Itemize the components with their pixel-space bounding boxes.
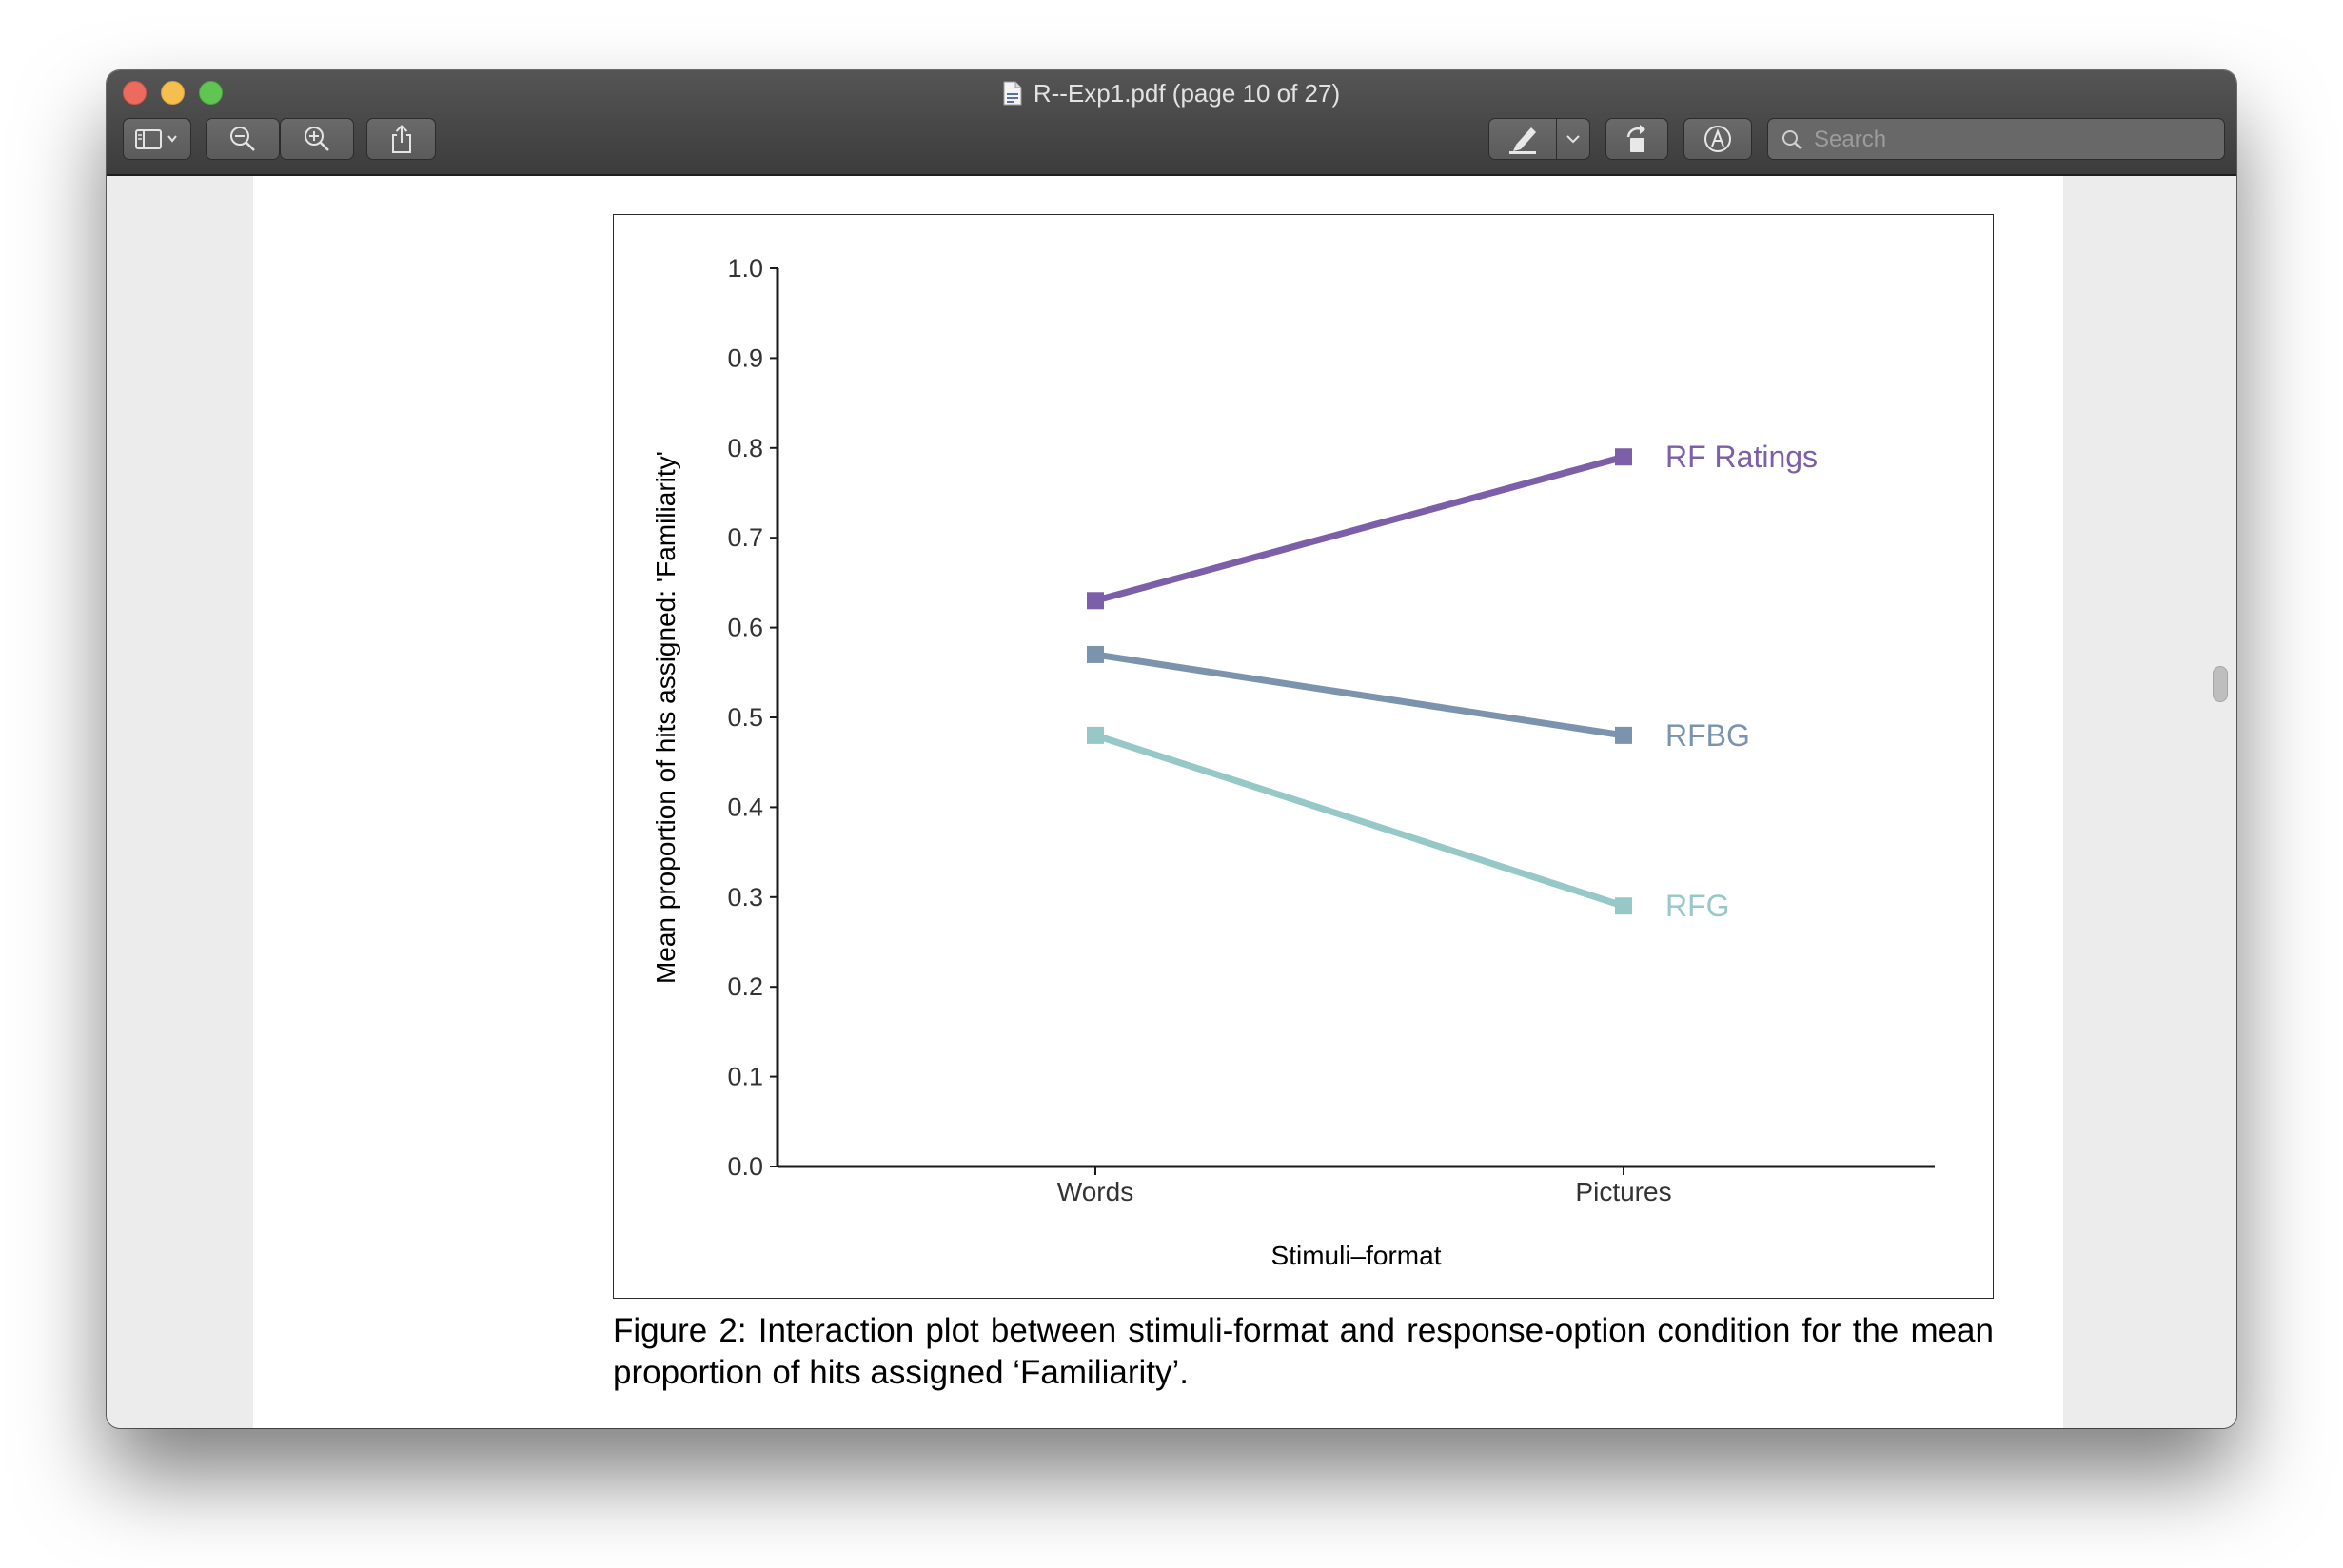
y-axis-title: Mean proportion of hits assigned: 'Famil… xyxy=(651,451,680,984)
data-point-rfg xyxy=(1087,726,1104,744)
share-icon xyxy=(391,125,411,153)
zoom-in-button[interactable] xyxy=(280,118,354,160)
y-tick-label: 0.6 xyxy=(727,614,763,642)
data-point-rfbg xyxy=(1615,726,1632,744)
maximize-window-button[interactable] xyxy=(199,81,223,105)
y-tick-label: 0.3 xyxy=(727,883,763,911)
y-tick-label: 0.4 xyxy=(727,793,763,821)
y-tick-label: 0.8 xyxy=(727,434,763,462)
interaction-line-chart: 0.0 0.1 0.2 0.3 0.4 0.5 0.6 0.7 0.8 0.9 1.0 Words Pi… xyxy=(651,254,1935,1270)
markup-options-dropdown[interactable] xyxy=(1556,118,1590,160)
series-line-rf-ratings xyxy=(1094,453,1624,604)
highlighter-pen-icon xyxy=(1509,127,1536,154)
sidebar-toggle-icon xyxy=(135,129,177,149)
markup-toolbar-icon xyxy=(1704,126,1731,152)
window-title-container: R--Exp1.pdf (page 10 of 27) xyxy=(107,78,2236,112)
rotate-button[interactable] xyxy=(1605,118,1668,160)
search-field[interactable] xyxy=(1767,118,2225,160)
markup-toolbar-button[interactable] xyxy=(1683,118,1752,160)
data-point-rfbg xyxy=(1087,645,1104,663)
y-tick-label: 0.2 xyxy=(727,972,763,1001)
share-button[interactable] xyxy=(366,118,436,160)
y-tick-label: 0.1 xyxy=(727,1063,763,1091)
data-point-rf-ratings xyxy=(1615,448,1632,466)
zoom-out-button[interactable] xyxy=(206,118,280,160)
sidebar-toggle-button[interactable] xyxy=(123,118,191,160)
x-tick-label: Words xyxy=(1057,1177,1133,1206)
x-axis-title: Stimuli–format xyxy=(1271,1241,1442,1270)
y-tick-label: 0.7 xyxy=(727,523,763,552)
chevron-down-icon xyxy=(1566,135,1580,144)
y-tick-label: 0.9 xyxy=(727,343,763,372)
y-tick-label: 0.5 xyxy=(727,703,763,732)
figure-frame: 0.0 0.1 0.2 0.3 0.4 0.5 0.6 0.7 0.8 0.9 1.0 Words Pi… xyxy=(613,214,1994,1299)
series-line-rfg xyxy=(1093,732,1625,910)
x-tick-label: Pictures xyxy=(1575,1177,1671,1206)
y-tick-label: 0.0 xyxy=(727,1152,763,1181)
data-point-rf-ratings xyxy=(1087,592,1104,610)
preview-window: R--Exp1.pdf (page 10 of 27) xyxy=(107,70,2236,1428)
close-window-button[interactable] xyxy=(123,81,147,105)
window-title: R--Exp1.pdf (page 10 of 27) xyxy=(1033,79,1341,108)
series-label-rfg: RFG xyxy=(1665,889,1730,923)
search-icon xyxy=(1782,130,1802,149)
zoom-out-icon xyxy=(230,127,255,151)
series-label-rfbg: RFBG xyxy=(1665,718,1750,753)
pdf-document-icon xyxy=(1003,81,1022,112)
series-label-rf-ratings: RF Ratings xyxy=(1665,440,1818,474)
series-line-rfbg xyxy=(1094,651,1624,739)
document-viewport[interactable]: 0.0 0.1 0.2 0.3 0.4 0.5 0.6 0.7 0.8 0.9 1.0 Words Pi… xyxy=(107,176,2236,1428)
zoom-in-icon xyxy=(305,127,329,151)
vertical-scrollbar-thumb[interactable] xyxy=(2213,666,2228,702)
rotate-left-icon xyxy=(1626,125,1645,152)
data-point-rfg xyxy=(1615,897,1632,915)
titlebar: R--Exp1.pdf (page 10 of 27) xyxy=(107,70,2236,176)
y-tick-label: 1.0 xyxy=(727,254,763,283)
search-input[interactable] xyxy=(1812,126,2215,154)
highlight-markup-button[interactable] xyxy=(1488,118,1557,160)
figure-caption: Figure 2: Interaction plot between stimu… xyxy=(613,1312,1994,1391)
minimize-window-button[interactable] xyxy=(161,81,185,105)
pdf-page: 0.0 0.1 0.2 0.3 0.4 0.5 0.6 0.7 0.8 0.9 1.0 Words Pi… xyxy=(253,176,2063,1428)
